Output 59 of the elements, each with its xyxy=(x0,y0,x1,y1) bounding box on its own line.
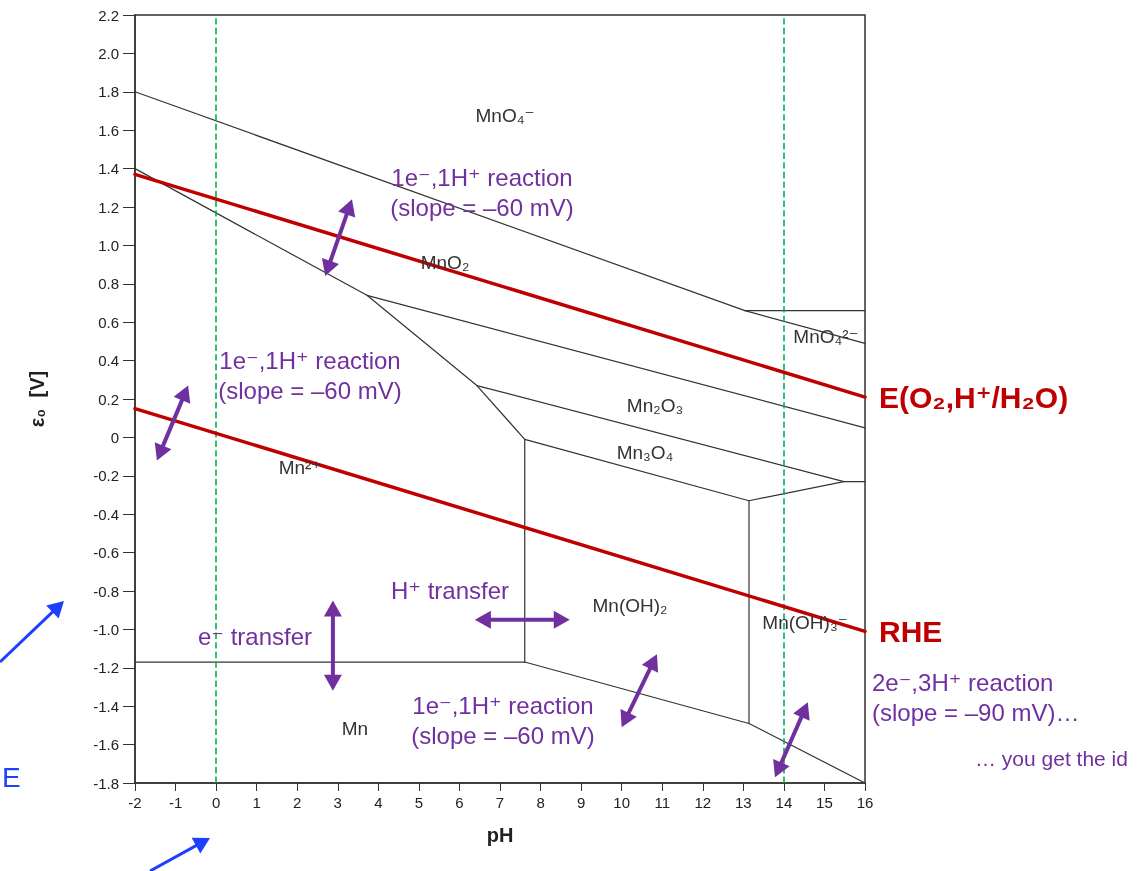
x-tick-label: 0 xyxy=(211,794,221,811)
annotation: Mn₂O₃ xyxy=(626,394,684,416)
y-tick-label: -1.6 xyxy=(93,736,119,754)
x-tick-label: 11 xyxy=(654,794,671,811)
x-tick-label: 7 xyxy=(495,794,505,811)
x-tick-label: 16 xyxy=(856,794,874,811)
x-tick-label: 13 xyxy=(734,794,752,811)
x-tick-label: 1 xyxy=(252,794,261,811)
annotation: Mn(OH)₂ xyxy=(592,594,668,616)
x-axis-title: pH xyxy=(486,824,514,846)
annotation: Mn₃O₄ xyxy=(616,441,674,463)
y-axis-title: ε₀ [V] xyxy=(26,370,48,428)
x-tick-label: 15 xyxy=(816,794,833,811)
x-tick-label: -2 xyxy=(128,794,142,811)
text: 2e⁻,3H⁺ reaction (slope = –90 mV)… xyxy=(872,668,1080,726)
series-label: RHE xyxy=(879,614,943,648)
annotation: H⁺ transfer xyxy=(390,576,510,604)
x-tick-label: 4 xyxy=(374,794,383,811)
x-tick-label: 2 xyxy=(293,794,302,811)
x-tick-label: 10 xyxy=(613,794,631,811)
y-tick-label: -0.8 xyxy=(93,582,119,600)
text: … you get the id xyxy=(975,746,1128,770)
annotation: Mn xyxy=(341,717,369,739)
annotation: Mn²⁺ xyxy=(278,456,322,478)
y-tick-label: -0.2 xyxy=(93,467,119,485)
annotation: 1e⁻,1H⁺ reaction (slope = –60 mV) xyxy=(218,346,402,404)
x-tick-label: 6 xyxy=(455,794,464,811)
y-tick-label: 0.2 xyxy=(98,390,119,408)
y-tick-label: 0.8 xyxy=(98,275,119,293)
y-tick-label: -0.4 xyxy=(93,505,119,523)
y-tick-label: 0.6 xyxy=(98,313,119,331)
y-tick-label: -1.0 xyxy=(93,620,119,638)
y-tick-label: 1.6 xyxy=(98,121,119,139)
annotation: 1e⁻,1H⁺ reaction (slope = –60 mV) xyxy=(411,691,595,749)
x-tick-label: 3 xyxy=(333,794,342,811)
x-tick-label: 5 xyxy=(414,794,424,811)
series-label: E(O₂,H⁺/H₂O) xyxy=(879,380,1069,414)
y-tick-label: -1.2 xyxy=(93,659,119,677)
annotation: 1e⁻,1H⁺ reaction (slope = –60 mV) xyxy=(390,163,574,221)
y-tick-label: -1.8 xyxy=(93,774,119,792)
annotation: MnO₄⁻ xyxy=(475,104,535,126)
x-tick-label: -1 xyxy=(168,794,183,811)
y-tick-label: 0 xyxy=(110,428,119,446)
x-tick-label: 14 xyxy=(775,794,793,811)
y-tick-label: 2.0 xyxy=(98,44,119,62)
y-tick-label: 2.2 xyxy=(98,6,119,24)
y-tick-label: 1.0 xyxy=(98,236,119,254)
x-tick-label: 9 xyxy=(576,794,586,811)
y-tick-label: -1.4 xyxy=(93,697,119,715)
x-tick-label: 12 xyxy=(694,794,712,811)
y-tick-label: 1.8 xyxy=(98,83,119,101)
y-tick-label: 1.2 xyxy=(98,198,119,216)
annotation: MnO₂ xyxy=(420,251,470,273)
text: E xyxy=(2,761,21,793)
x-tick-label: 8 xyxy=(536,794,545,811)
y-tick-label: 1.4 xyxy=(98,160,119,178)
y-tick-label: 0.4 xyxy=(98,352,119,370)
annotation: e⁻ transfer xyxy=(197,622,313,650)
y-tick-label: -0.6 xyxy=(93,544,119,562)
